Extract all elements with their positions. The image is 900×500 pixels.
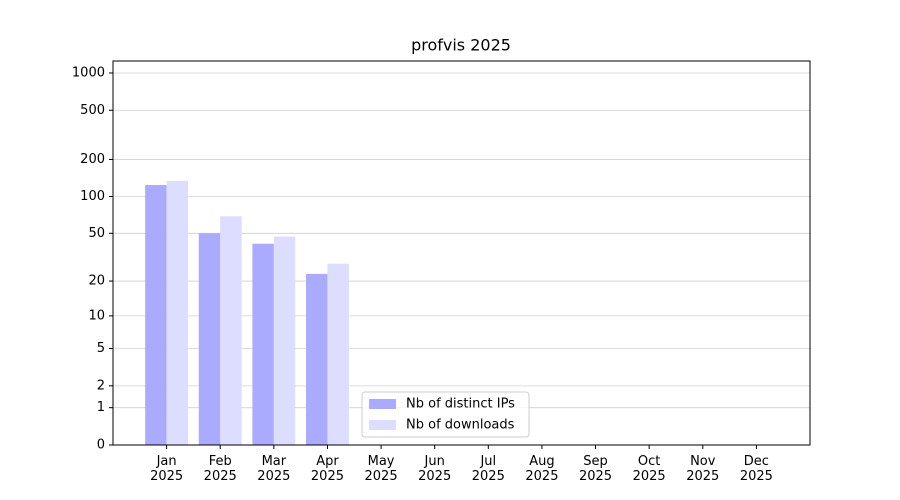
x-tick-label: Jul 2025 — [471, 454, 505, 484]
legend-label: Nb of distinct IPs — [406, 397, 515, 412]
x-tick-label: Nov 2025 — [686, 454, 720, 484]
x-tick-label: Sep 2025 — [578, 454, 613, 484]
y-tick-label: 200 — [80, 152, 105, 167]
bar — [198, 233, 221, 445]
y-tick-label: 0 — [97, 438, 105, 453]
legend-box — [361, 391, 530, 438]
y-tick-label: 10 — [88, 308, 105, 323]
legend-label: Nb of downloads — [406, 418, 515, 433]
bar — [220, 216, 242, 445]
bar — [145, 185, 167, 445]
x-tick-label: May 2025 — [364, 454, 398, 484]
x-tick-label: Jun 2025 — [418, 454, 452, 484]
bar — [327, 263, 349, 445]
y-tick-label: 1000 — [72, 66, 105, 81]
x-tick-label: Aug 2025 — [525, 454, 559, 484]
bar — [166, 180, 189, 445]
chart-title: profvis 2025 — [411, 36, 511, 55]
y-tick-label: 5 — [97, 341, 105, 356]
legend-swatch — [369, 399, 396, 409]
y-tick-label: 2 — [97, 378, 105, 393]
legend-swatch — [369, 420, 396, 430]
x-tick-label: Dec 2025 — [739, 454, 773, 484]
plot-frame — [112, 60, 811, 446]
x-tick-label: Jan 2025 — [150, 454, 184, 484]
x-tick-label: Mar 2025 — [257, 454, 291, 484]
y-tick-label: 500 — [80, 103, 105, 118]
bar — [306, 273, 328, 445]
x-tick-label: Oct 2025 — [632, 454, 666, 484]
bar — [252, 243, 274, 445]
x-tick-label: Apr 2025 — [310, 454, 344, 484]
y-tick-label: 1 — [97, 400, 105, 415]
y-tick-label: 20 — [88, 274, 105, 289]
y-tick-label: 100 — [80, 189, 105, 204]
bar — [273, 236, 296, 445]
y-tick-label: 50 — [88, 226, 105, 241]
legend: Nb of distinct IPs Nb of downloads — [361, 391, 530, 438]
x-tick-label: Feb 2025 — [203, 454, 237, 484]
